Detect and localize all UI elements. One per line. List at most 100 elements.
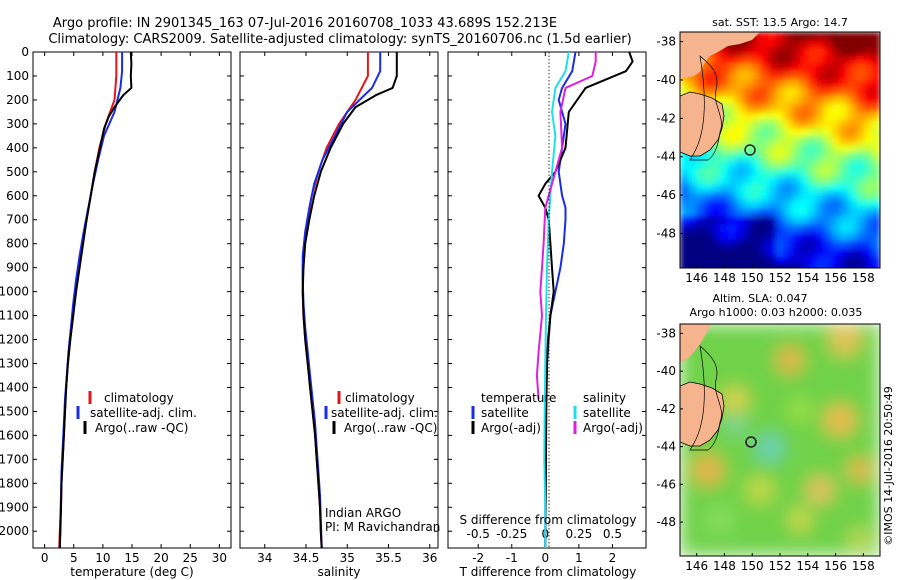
sst-cell [736, 224, 745, 233]
sst-cell [752, 240, 761, 249]
sst-cell [848, 216, 857, 225]
sst-cell [864, 168, 873, 177]
sst-cell [832, 224, 841, 233]
x-tick-label: 5 [70, 551, 78, 565]
sst-cell [824, 96, 833, 105]
depth-tick-label: 0 [21, 45, 29, 59]
x-tick-label: 2 [609, 551, 617, 565]
sst-cell [816, 96, 825, 105]
temperature-legend: climatology satellite-adj. clim. Argo(..… [76, 391, 197, 435]
lat-tick-label: -48 [656, 515, 676, 529]
x-tick-label: 30 [212, 551, 227, 565]
sst-cell [736, 96, 745, 105]
lon-tick-label: 150 [741, 559, 764, 573]
sst-cell [800, 120, 809, 129]
sst-cell [768, 152, 777, 161]
sst-cell [696, 208, 705, 217]
sst-cell [792, 80, 801, 89]
sst-cell [848, 48, 857, 57]
sst-cell [768, 224, 777, 233]
sst-cell [696, 88, 705, 97]
series-line-argo-raw-qc [301, 52, 398, 549]
sst-cell [696, 264, 705, 268]
legend-label-satellite: satellite-adj. clim. [90, 406, 197, 420]
sst-cell [840, 176, 849, 185]
x-tick-label: 35.5 [375, 551, 402, 565]
x-tick-label: 0 [41, 551, 49, 565]
sst-cell [872, 120, 880, 129]
sla-map-ticks: 146 148 150 152 154 156 158 -38 -40 -42 -44 -46 -48 [656, 326, 874, 573]
sst-cell [744, 120, 753, 129]
sst-cell [776, 248, 785, 257]
sst-cell [752, 40, 761, 49]
sla-anomaly-blob [824, 404, 856, 436]
sst-cell [688, 248, 697, 257]
victoria-landmass [680, 324, 712, 362]
sst-cell [776, 168, 785, 177]
sst-cell [872, 200, 880, 209]
sst-cell [824, 112, 833, 121]
sst-cell [752, 168, 761, 177]
sst-cell [720, 144, 729, 153]
coastline [689, 345, 722, 451]
sst-cell [776, 48, 785, 57]
sla-anomaly-blob [776, 346, 804, 374]
sst-cell [704, 56, 713, 65]
sst-cell [840, 128, 849, 137]
sst-cell [856, 120, 865, 129]
lat-tick-label: -42 [656, 111, 676, 125]
sst-cell [720, 152, 729, 161]
sst-cell [872, 48, 880, 57]
sst-cell [744, 256, 753, 265]
sst-cell [816, 224, 825, 233]
sst-cell [696, 232, 705, 241]
salinity-axis-label: salinity [317, 565, 360, 579]
sst-cell [768, 120, 777, 129]
sst-cell [808, 184, 817, 193]
sst-cell [832, 256, 841, 265]
depth-tick-label: 1600 [0, 428, 29, 442]
sst-cell [728, 256, 737, 265]
sla-anomaly-blob [788, 398, 812, 422]
sst-map-title: sat. SST: 13.5 Argo: 14.7 [712, 16, 848, 29]
sst-cell [848, 240, 857, 249]
sst-cell [784, 56, 793, 65]
sst-cell [744, 184, 753, 193]
sst-cell [784, 192, 793, 201]
sst-cell [680, 80, 689, 89]
sst-cell [688, 184, 697, 193]
lon-tick-label: 146 [685, 559, 708, 573]
sst-cell [792, 248, 801, 257]
sst-cell [736, 40, 745, 49]
depth-tick-label: 200 [6, 93, 29, 107]
sst-cell [736, 128, 745, 137]
sst-cell [728, 120, 737, 129]
sst-cell [856, 64, 865, 73]
sst-cell [864, 40, 873, 49]
sst-cell [760, 128, 769, 137]
sla-anomaly-blob [746, 476, 774, 504]
sst-cell [736, 168, 745, 177]
lat-tick-label: -48 [656, 226, 676, 240]
sst-cell [792, 264, 801, 268]
x-tick-label: 34.5 [293, 551, 320, 565]
sst-cell [816, 160, 825, 169]
sst-cell [776, 192, 785, 201]
lon-tick-label: 148 [713, 559, 736, 573]
sst-cell [728, 184, 737, 193]
sst-cell [688, 192, 697, 201]
sst-cell [712, 240, 721, 249]
argo-position-marker [744, 144, 756, 156]
sst-cell [816, 240, 825, 249]
depth-tick-label: 1100 [0, 309, 29, 323]
sst-cell [832, 240, 841, 249]
sst-cell [712, 192, 721, 201]
x-tick-label: 10 [95, 551, 110, 565]
sst-cell [856, 168, 865, 177]
sst-cell [784, 144, 793, 153]
sst-cell [704, 152, 713, 161]
sst-cell [808, 248, 817, 257]
sst-cell [728, 112, 737, 121]
imos-credit: ©IMOS 14-Jul-2016 20:50:49 [882, 386, 895, 546]
sst-cell [760, 64, 769, 73]
